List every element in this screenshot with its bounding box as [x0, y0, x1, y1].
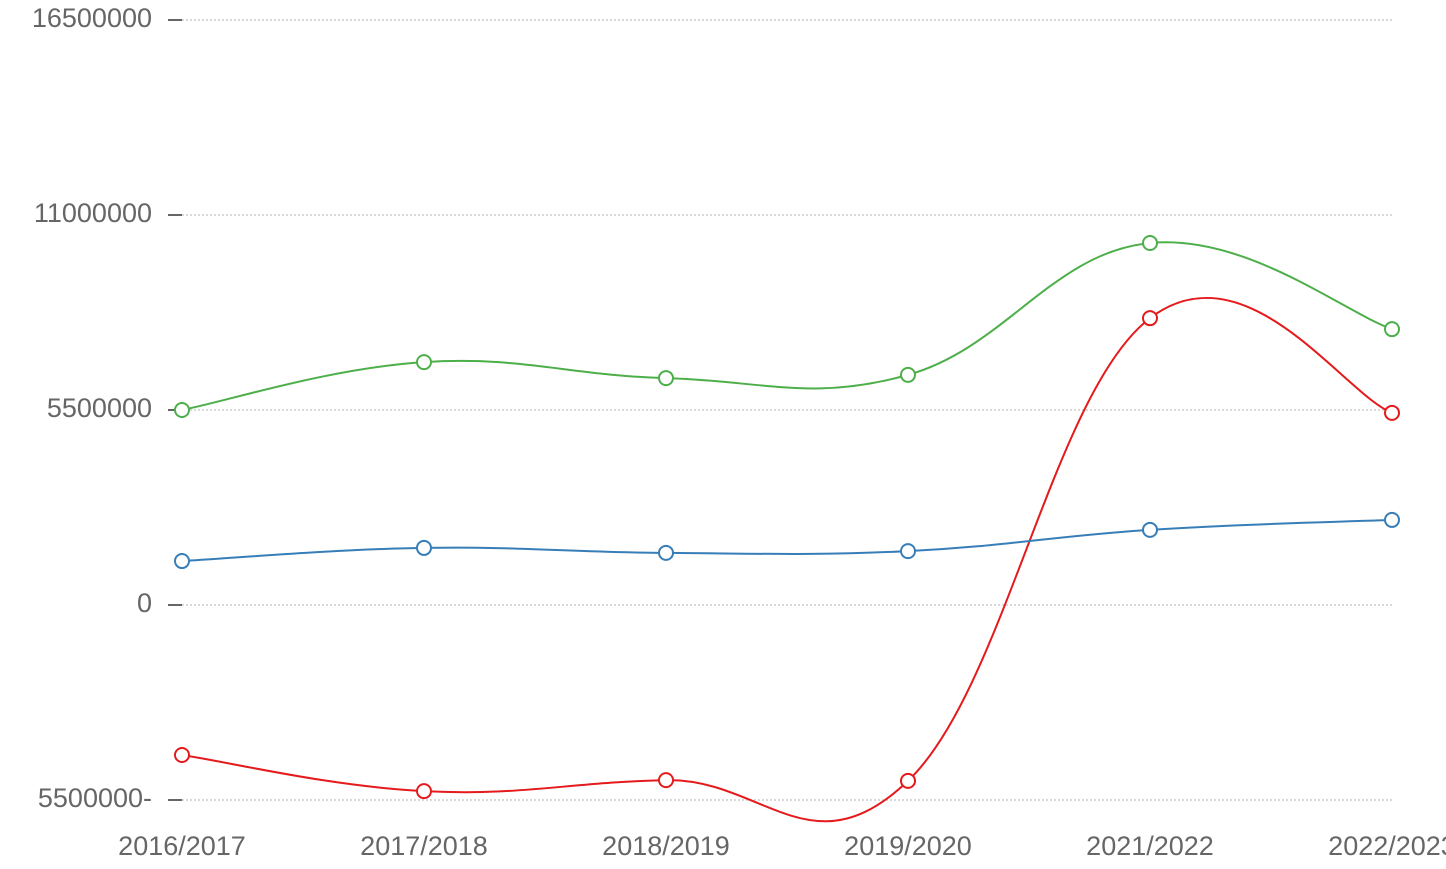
y-tick-label: 5500000-	[38, 783, 152, 813]
x-tick-label: 2017/2018	[360, 831, 488, 861]
x-tick-label: 2021/2022	[1086, 831, 1214, 861]
data-point	[416, 539, 432, 556]
data-point	[174, 746, 190, 763]
data-point	[416, 354, 432, 371]
data-point	[900, 543, 916, 560]
data-point	[1142, 521, 1158, 538]
data-point	[174, 402, 190, 418]
y-tick-label: 5500000	[47, 393, 152, 423]
data-point	[174, 553, 190, 570]
data-point	[1384, 321, 1400, 338]
x-tick-label: 2018/2019	[602, 831, 730, 861]
series-line	[181, 518, 1393, 563]
series-line	[181, 297, 1393, 823]
y-tick-label: 11000000	[34, 198, 152, 228]
data-point	[1142, 310, 1158, 327]
data-point	[658, 772, 674, 789]
data-point	[1384, 404, 1400, 421]
data-point	[1384, 511, 1400, 528]
data-point	[900, 772, 916, 789]
data-point	[658, 544, 674, 561]
x-tick-label: 2019/2020	[844, 831, 972, 861]
y-tick-label: 0	[137, 588, 152, 618]
data-point	[900, 366, 916, 383]
y-tick-label: 16500000	[32, 3, 152, 33]
data-point	[1142, 235, 1158, 252]
data-point	[416, 783, 432, 800]
x-tick-label: 2022/2023	[1328, 831, 1446, 861]
x-tick-label: 2016/2017	[118, 831, 246, 861]
series-line	[181, 241, 1393, 411]
data-point	[658, 370, 674, 387]
